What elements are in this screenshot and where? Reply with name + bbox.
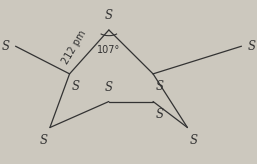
Text: S: S	[1, 40, 10, 53]
Text: S: S	[40, 134, 48, 147]
Text: S: S	[105, 9, 113, 22]
Text: S: S	[155, 108, 163, 121]
Text: S: S	[190, 134, 198, 147]
Text: 107°: 107°	[97, 45, 121, 55]
Text: S: S	[105, 81, 113, 94]
Text: S: S	[155, 80, 163, 93]
Text: S: S	[247, 40, 256, 53]
Text: S: S	[72, 80, 80, 93]
Text: 212 pm: 212 pm	[61, 29, 89, 66]
